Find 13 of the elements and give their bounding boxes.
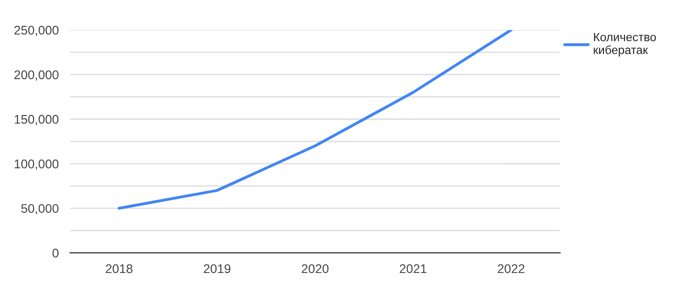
y-tick-label: 0 <box>52 248 58 258</box>
x-tick-label: 2020 <box>302 264 329 274</box>
y-tick-label: 100,000 <box>14 160 58 170</box>
y-tick-label: 150,000 <box>14 114 58 126</box>
line-series <box>118 30 512 210</box>
x-tick-label: 2019 <box>204 264 230 274</box>
x-tick-label: 2021 <box>400 264 426 274</box>
y-tick-label: 200,000 <box>14 70 58 81</box>
y-tick-label: 250,000 <box>14 26 58 36</box>
y-tick-label: 50,000 <box>21 204 58 214</box>
x-tick-label: 2018 <box>106 264 132 274</box>
x-tick-label: 2022 <box>498 264 524 274</box>
legend-label: Количество кибератак <box>594 33 656 56</box>
